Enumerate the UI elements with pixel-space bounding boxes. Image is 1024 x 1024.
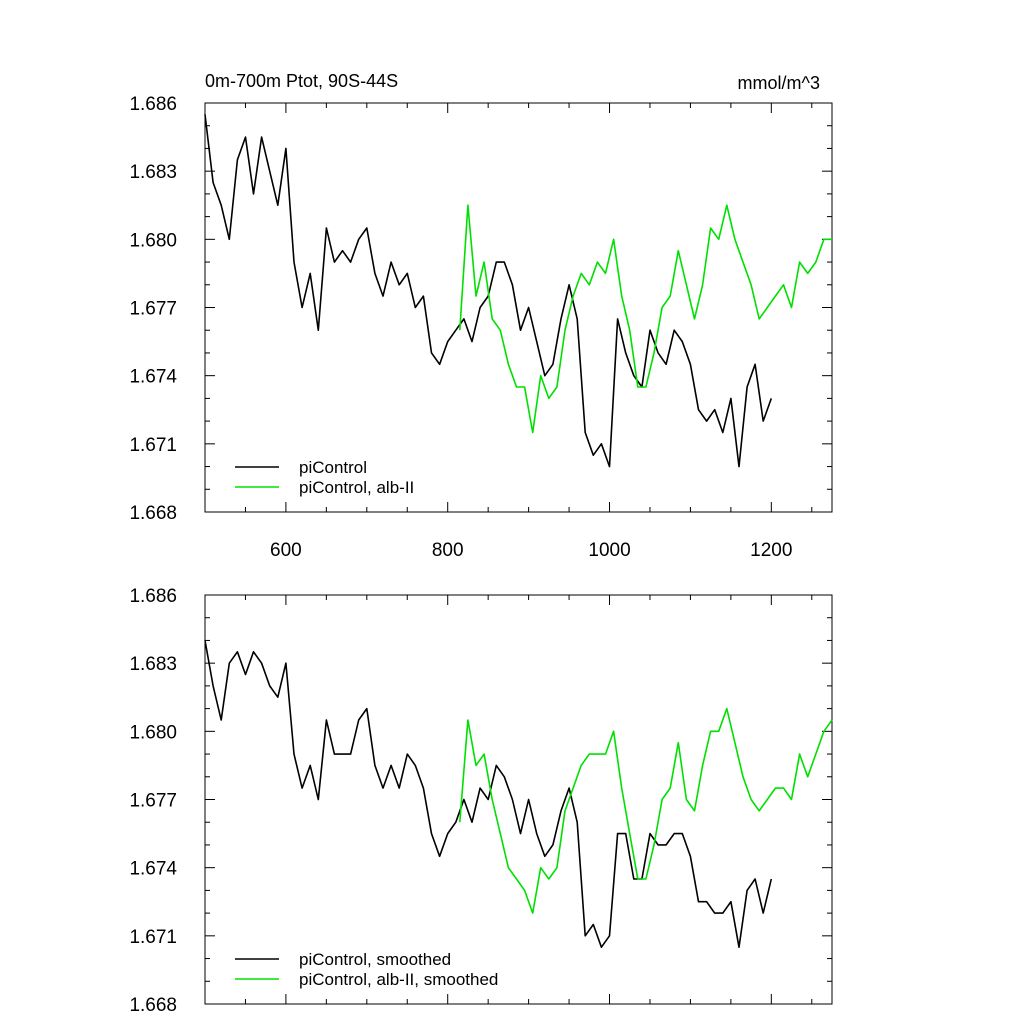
x-tick-label: 600 xyxy=(270,540,302,561)
x-tick-label: 1000 xyxy=(588,540,630,561)
y-tick-label: 1.680 xyxy=(129,230,177,251)
chart-units: mmol/m^3 xyxy=(738,73,820,93)
legend-label: piControl, alb-II xyxy=(299,478,414,497)
chart-title: 0m-700m Ptot, 90S-44S xyxy=(205,71,398,91)
bottom-panel: 1.668 1.671 1.674 1.677 1.680 1.683 1.686 piCon… xyxy=(129,586,833,1016)
y-tick-label: 1.683 xyxy=(129,654,177,675)
y-tick-label: 1.674 xyxy=(129,859,177,880)
x-tick-label: 800 xyxy=(432,540,464,561)
top-panel: 600 800 1000 1200 1.668 1.671 1.674 1.677 1.680 1… xyxy=(129,71,833,561)
y-tick-label: 1.686 xyxy=(129,94,177,115)
y-tick-label: 1.671 xyxy=(129,927,177,948)
y-tick-label: 1.680 xyxy=(129,722,177,743)
plot-frame xyxy=(204,102,833,513)
series-line-1 xyxy=(459,204,832,434)
y-tick-label: 1.686 xyxy=(129,586,177,607)
y-tick-label: 1.668 xyxy=(129,995,177,1016)
y-tick-label: 1.671 xyxy=(129,435,177,456)
legend-label: piControl xyxy=(299,458,367,477)
y-tick-label: 1.677 xyxy=(129,791,177,812)
series-line-1 xyxy=(459,707,833,914)
y-tick-label: 1.683 xyxy=(129,162,177,183)
y-tick-label: 1.674 xyxy=(129,367,177,388)
legend-label: piControl, smoothed xyxy=(299,950,451,969)
y-tick-label: 1.677 xyxy=(129,299,177,320)
x-tick-label: 1200 xyxy=(750,540,792,561)
series-line-0 xyxy=(204,640,773,949)
y-tick-label: 1.668 xyxy=(129,503,177,524)
legend-label: piControl, alb-II, smoothed xyxy=(299,970,498,989)
